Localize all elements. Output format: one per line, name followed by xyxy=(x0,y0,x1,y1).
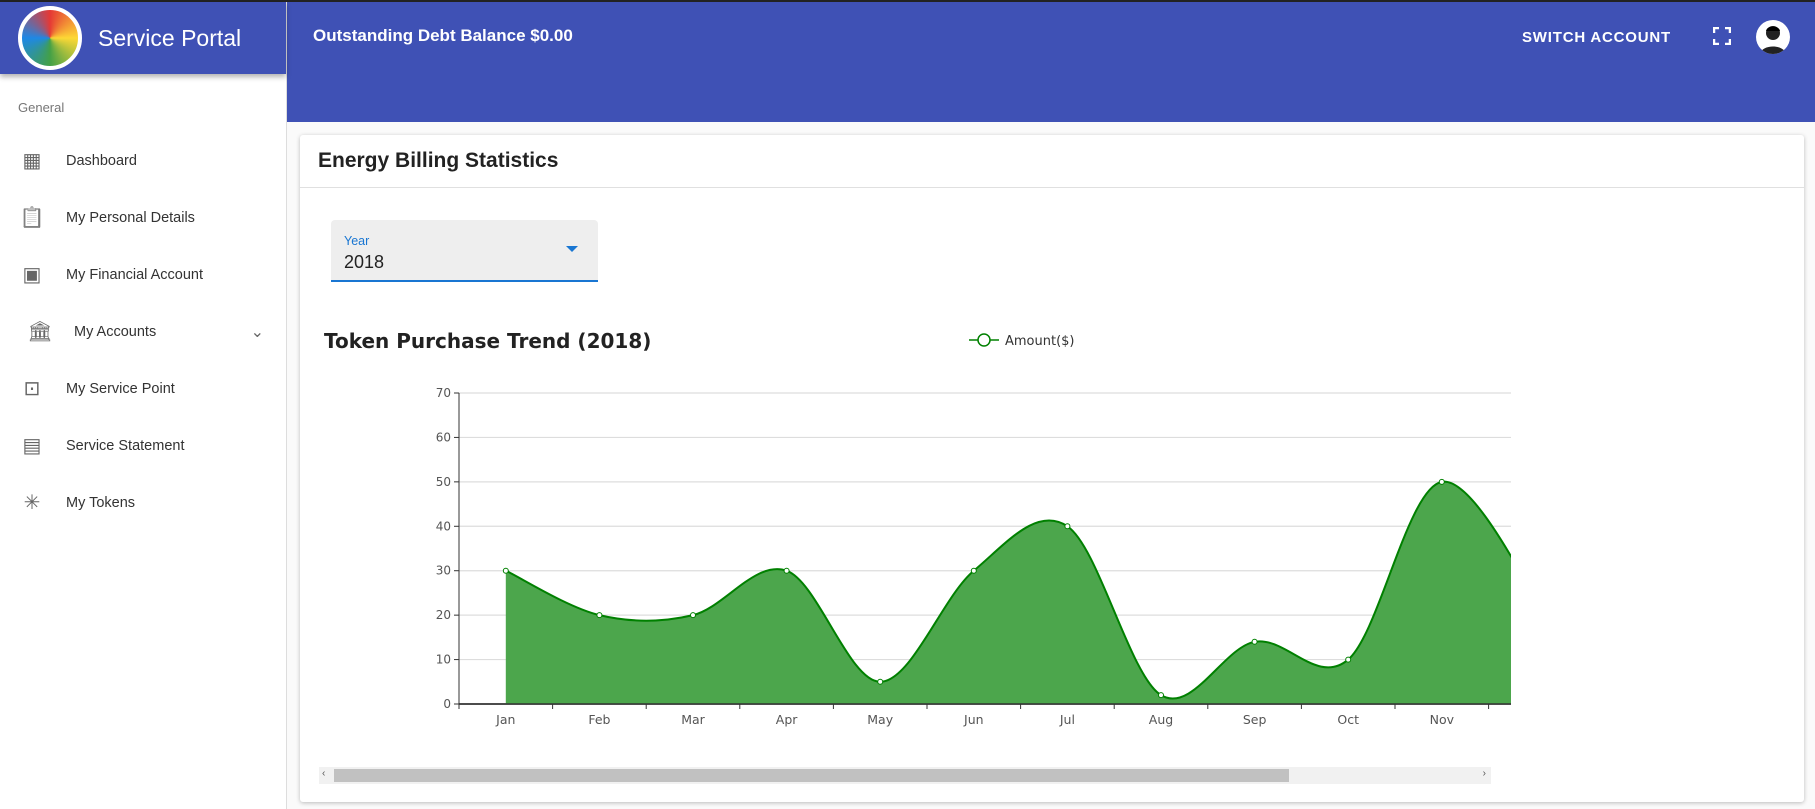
y-tick-label: 70 xyxy=(436,386,451,400)
brand-title: Service Portal xyxy=(98,24,242,51)
clipboard-icon: 📋 xyxy=(19,207,45,229)
x-tick-label: Jul xyxy=(1059,712,1075,727)
sidebar-item-label: Service Statement xyxy=(66,437,185,454)
sidebar-item-my-personal-details[interactable]: 📋 My Personal Details xyxy=(0,189,286,246)
x-tick-label: Jun xyxy=(963,712,984,727)
y-tick-label: 10 xyxy=(436,653,451,667)
top-app-bar xyxy=(0,2,1815,122)
x-tick-label: Jan xyxy=(495,712,515,727)
dashboard-icon: ▦ xyxy=(22,150,42,172)
x-tick-label: Feb xyxy=(588,712,610,727)
y-tick-label: 50 xyxy=(436,475,451,489)
data-point xyxy=(596,612,603,619)
token-purchase-chart: 0 10 20 30 40 50 60 70 Jan Feb Mar Apr May Jun Jul Aug S… xyxy=(324,329,1511,727)
x-tick-label: Sep xyxy=(1243,712,1267,727)
data-point xyxy=(877,678,884,685)
chart-title: Token Purchase Trend (2018) xyxy=(324,329,651,353)
debt-balance: Outstanding Debt Balance $0.00 xyxy=(313,26,573,45)
data-point xyxy=(1438,478,1445,485)
year-label: Year xyxy=(344,234,370,248)
y-tick-label: 60 xyxy=(436,430,451,444)
sidebar: Service Portal General ▦ Dashboard 📋 My Per… xyxy=(0,2,287,809)
y-tick-label: 40 xyxy=(436,519,451,533)
chevron-down-icon[interactable]: ⌄ xyxy=(250,323,264,341)
zetdc-logo xyxy=(18,6,82,70)
section-label: General xyxy=(18,100,65,115)
data-point xyxy=(783,567,790,574)
chip-icon: ⊡ xyxy=(23,378,41,400)
sidebar-item-dashboard[interactable]: ▦ Dashboard xyxy=(0,132,286,189)
avatar[interactable] xyxy=(1756,20,1790,54)
sidebar-item-label: My Accounts xyxy=(74,323,157,340)
scroll-left-icon[interactable]: ‹ xyxy=(322,768,326,779)
scrollbar-thumb[interactable] xyxy=(334,769,1289,782)
x-tick-label: Oct xyxy=(1337,712,1359,727)
energy-billing-card: Energy Billing Statistics Year 2018 0 10 2… xyxy=(300,135,1804,802)
sidebar-item-label: Dashboard xyxy=(66,152,137,169)
sidebar-item-label: My Tokens xyxy=(66,494,136,511)
data-point xyxy=(1345,656,1352,663)
card-title: Energy Billing Statistics xyxy=(300,135,1804,188)
data-point xyxy=(690,612,696,619)
dropdown-arrow-icon xyxy=(566,246,578,252)
sidebar-item-my-service-point[interactable]: ⊡ My Service Point xyxy=(0,360,286,417)
legend-label: Amount($) xyxy=(1005,334,1075,349)
x-tick-label: Apr xyxy=(776,712,798,727)
data-point xyxy=(1064,523,1071,530)
x-tick-label: Aug xyxy=(1149,712,1173,727)
y-tick-label: 30 xyxy=(436,564,451,578)
data-point xyxy=(970,567,977,574)
sidebar-item-label: My Financial Account xyxy=(66,266,204,283)
year-select[interactable]: Year 2018 xyxy=(331,220,598,282)
switch-account-button[interactable]: SWITCH ACCOUNT xyxy=(1522,29,1671,46)
chart-horizontal-scrollbar[interactable]: ‹ › xyxy=(319,767,1491,784)
data-point xyxy=(502,567,509,574)
y-tick-label: 20 xyxy=(436,608,451,622)
series-area xyxy=(505,481,1511,704)
sidebar-item-my-financial-account[interactable]: ▣ My Financial Account xyxy=(0,246,286,303)
document-icon: ▤ xyxy=(22,435,42,457)
fullscreen-icon[interactable] xyxy=(1713,27,1731,45)
sidebar-item-my-accounts[interactable]: 🏛 My Accounts ⌄ xyxy=(0,303,286,360)
wallet-icon: ▣ xyxy=(22,264,42,286)
legend-marker xyxy=(977,333,991,347)
x-tick-label: Mar xyxy=(681,712,705,727)
data-point xyxy=(1158,692,1164,699)
bank-icon: 🏛 xyxy=(27,321,53,343)
x-tick-label: Nov xyxy=(1430,712,1455,727)
snowflake-icon: ✳ xyxy=(23,492,41,514)
series-line xyxy=(505,480,1511,700)
sidebar-item-my-tokens[interactable]: ✳ My Tokens xyxy=(0,474,286,531)
brand: Service Portal xyxy=(0,2,286,74)
sidebar-item-service-statement[interactable]: ▤ Service Statement xyxy=(0,417,286,474)
x-tick-label: May xyxy=(867,712,893,727)
y-tick-label: 0 xyxy=(443,697,451,711)
sidebar-item-label: My Service Point xyxy=(66,380,175,397)
data-point xyxy=(1251,638,1258,645)
year-value: 2018 xyxy=(344,252,385,272)
sidebar-item-label: My Personal Details xyxy=(66,209,195,226)
scroll-right-icon[interactable]: › xyxy=(1482,768,1486,779)
